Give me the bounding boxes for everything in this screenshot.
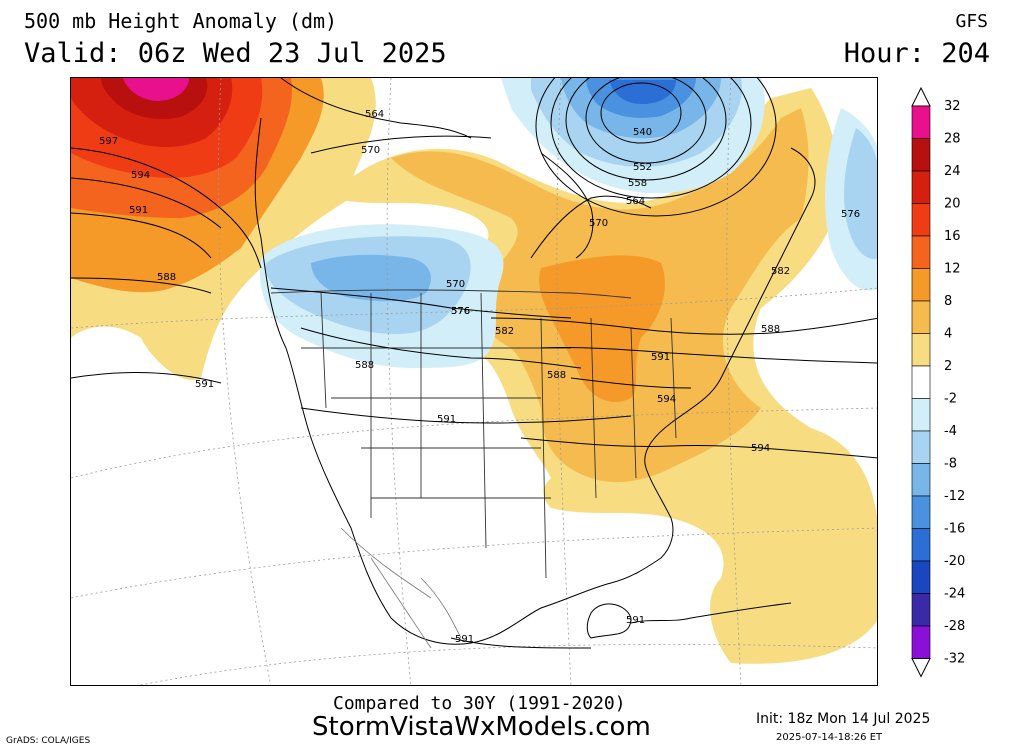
contour-label: 540	[633, 127, 652, 138]
colorbar-bin	[911, 463, 931, 497]
colorbar-tick-label: -28	[944, 619, 965, 634]
colorbar-tick-label: 12	[944, 262, 961, 277]
colorbar-tick-label: 20	[944, 197, 961, 212]
colorbar-tick-label: 8	[944, 294, 952, 309]
colorbar-bin	[911, 235, 931, 269]
contour-label: 552	[633, 162, 652, 173]
contour-label: 588	[761, 324, 780, 335]
colorbar-graphic: 32 28 24 20 16 12 8 4 2 -2 -4 -8 -12 -16 -20 -24 -28 -32	[911, 86, 965, 678]
colorbar-bin	[911, 625, 931, 659]
anomaly-map: 597 594 591 588 564 570 540 552 558 564 …	[70, 77, 878, 686]
colorbar-tick-label: -2	[944, 392, 957, 407]
contour-label: 594	[131, 170, 150, 181]
colorbar-tick-label: -12	[944, 489, 965, 504]
colorbar-bin	[911, 528, 931, 562]
colorbar-bin	[911, 203, 931, 237]
contour-label: 564	[626, 196, 645, 207]
contour-label: 591	[195, 379, 214, 390]
climatology-note: Compared to 30Y (1991-2020)	[333, 693, 626, 714]
colorbar-bin	[911, 333, 931, 367]
init-time: Init: 18z Mon 14 Jul 2025	[756, 711, 931, 727]
contour-label: 558	[628, 178, 647, 189]
graticule	[71, 78, 877, 685]
contour-label: 576	[451, 306, 470, 317]
issued-time: 2025-07-14-18:26 ET	[776, 732, 883, 743]
contour-label: 591	[455, 634, 474, 645]
colorbar-bin	[911, 593, 931, 627]
contour-label: 570	[589, 218, 608, 229]
colorbar-tick-label: -20	[944, 554, 965, 569]
contour-label: 591	[651, 352, 670, 363]
height-contours	[71, 78, 877, 649]
colorbar-tick-label: 4	[944, 327, 952, 342]
colorbar-tick-label: -16	[944, 522, 965, 537]
colorbar-bin	[911, 398, 931, 432]
colorbar-bin	[911, 138, 931, 172]
colorbar-tick-label: -4	[944, 424, 957, 439]
colorbar-tick-label: 28	[944, 132, 961, 147]
contour-label: 594	[657, 394, 676, 405]
contour-label: 576	[841, 209, 860, 220]
site-name: StormVistaWxModels.com	[312, 712, 651, 742]
colorbar-bin	[911, 170, 931, 204]
valid-time: Valid: 06z Wed 23 Jul 2025	[24, 38, 447, 69]
coastlines	[254, 117, 816, 645]
color-legend: 32 28 24 20 16 12 8 4 2 -2 -4 -8 -12 -16 -20 -24 -28 -32	[906, 86, 986, 706]
contour-label: 582	[495, 326, 514, 337]
colorbar-bin	[911, 105, 931, 139]
mexico-borders	[340, 527, 462, 649]
contour-label: 582	[771, 266, 790, 277]
contour-label: 588	[157, 272, 176, 283]
contour-label: 588	[355, 360, 374, 371]
colorbar-bin	[911, 300, 931, 334]
state-borders	[270, 289, 677, 579]
credit-text: GrADS: COLA/IGES	[6, 736, 91, 746]
low-contours	[535, 78, 777, 217]
colorbar-tick-label: 32	[944, 99, 961, 114]
contour-label: 591	[626, 615, 645, 626]
contour-label: 576	[451, 306, 470, 317]
model-name: GFS	[955, 11, 988, 32]
contour-label: 570	[361, 145, 380, 156]
colorbar-bin	[911, 560, 931, 594]
colorbar-top-arrow	[911, 86, 931, 107]
contour-label: 597	[99, 136, 118, 147]
colorbar-tick-label: 16	[944, 229, 961, 244]
colorbar-tick-label: -32	[944, 652, 965, 667]
colorbar-bin	[911, 495, 931, 529]
contour-label: 591	[437, 414, 456, 425]
colorbar-tick-label: -24	[944, 587, 965, 602]
colorbar-tick-label: -8	[944, 457, 957, 472]
anomaly-shading	[71, 78, 877, 664]
colorbar-bin	[911, 365, 931, 399]
forecast-hour: Hour: 204	[843, 38, 990, 69]
colorbar-tick-label: 24	[944, 164, 961, 179]
contour-label: 594	[751, 443, 770, 454]
colorbar-tick-label: 2	[944, 359, 952, 374]
contour-label: 588	[547, 370, 566, 381]
contour-label: 564	[365, 109, 384, 120]
colorbar-bin	[911, 430, 931, 464]
colorbar-bottom-arrow	[911, 658, 931, 678]
colorbar-bin	[911, 268, 931, 302]
contour-labels: 597 594 591 588 564 570 540 552 558 564 …	[99, 109, 860, 645]
map-title: 500 mb Height Anomaly (dm)	[24, 9, 338, 33]
contour-label: 570	[446, 279, 465, 290]
contour-label: 591	[129, 205, 148, 216]
